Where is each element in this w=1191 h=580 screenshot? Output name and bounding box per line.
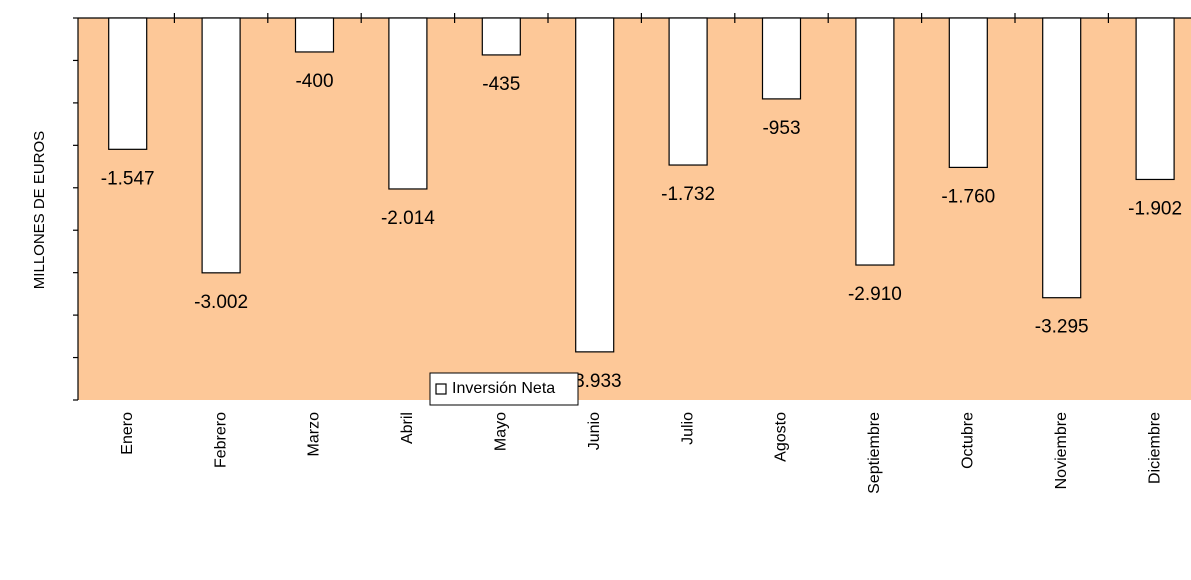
value-label: -400 <box>295 71 333 92</box>
bar <box>668 17 708 166</box>
bar <box>201 17 241 274</box>
x-tick-label: Junio <box>586 412 603 450</box>
value-label: -2.014 <box>381 208 435 229</box>
x-tick-label: Enero <box>119 412 136 455</box>
x-tick-label: Agosto <box>773 412 790 462</box>
x-tick-label: Febrero <box>212 412 229 468</box>
value-label: -953 <box>762 118 800 139</box>
bar <box>108 17 148 150</box>
bar <box>1042 17 1082 299</box>
value-label: -1.547 <box>101 168 155 189</box>
bar <box>761 17 802 100</box>
bar <box>575 17 615 353</box>
x-tick-label: Diciembre <box>1146 412 1163 484</box>
x-tick-label: Mayo <box>493 412 510 451</box>
bar <box>388 17 428 190</box>
legend-box <box>429 372 579 406</box>
legend-label: Inversión Neta <box>452 380 555 397</box>
value-label: -2.910 <box>848 284 902 305</box>
x-tick-label: Abril <box>399 412 416 444</box>
bar <box>1135 17 1175 181</box>
bar <box>948 17 988 169</box>
value-label: -1.732 <box>661 184 715 205</box>
value-label: -1.902 <box>1128 198 1182 219</box>
bar <box>855 17 895 266</box>
y-axis-label: MILLONES DE EUROS <box>31 131 48 289</box>
x-tick-label: Noviembre <box>1053 412 1070 489</box>
bar <box>294 17 335 53</box>
legend-swatch <box>435 383 447 395</box>
value-label: -3.295 <box>1035 317 1089 338</box>
bar <box>481 17 521 56</box>
value-label: -435 <box>482 74 520 95</box>
x-tick-label: Septiembre <box>866 412 883 494</box>
x-tick-label: Julio <box>679 412 696 445</box>
value-label: -3.002 <box>194 292 248 313</box>
plot-area <box>78 18 1191 400</box>
value-label: -1.760 <box>941 186 995 207</box>
x-tick-label: Octubre <box>960 412 977 469</box>
x-tick-label: Marzo <box>306 412 323 457</box>
value-label: -3.933 <box>568 371 622 392</box>
